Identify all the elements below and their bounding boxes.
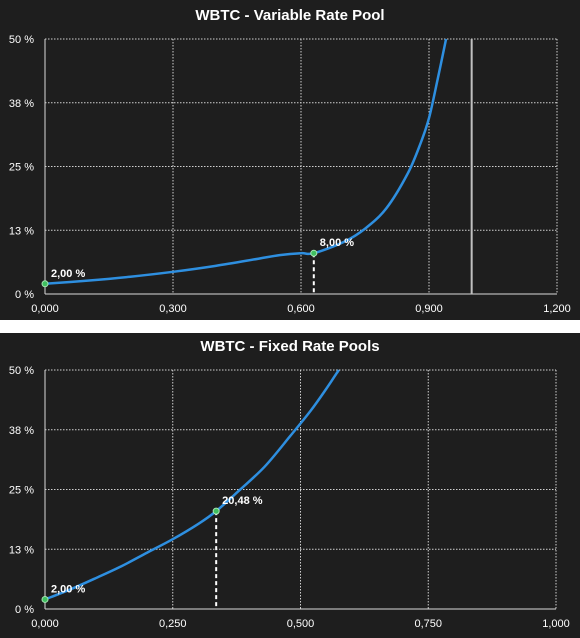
x-tick-label: 0,000 (31, 303, 59, 315)
data-point-label: 2,00 % (51, 583, 85, 595)
y-tick-label: 38 % (9, 425, 34, 437)
variable-rate-chart: WBTC - Variable Rate Pool 0 % 13 % 25 % 38 %… (9, 7, 571, 315)
y-tick-label: 38 % (9, 98, 34, 110)
rate-curve (44, 38, 448, 286)
x-tick-label: 0,900 (415, 303, 443, 315)
x-tick-label: 0,300 (159, 303, 187, 315)
y-tick-label: 0 % (15, 289, 34, 301)
x-tick-label: 1,000 (542, 618, 570, 630)
x-tick-label: 0,000 (31, 618, 59, 630)
x-tick-label: 0,250 (159, 618, 187, 630)
data-point-marker (41, 595, 49, 603)
fixed-rate-chart-panel: WBTC - Fixed Rate Pools 0 % 13 % 25 % 38 % 50… (0, 333, 580, 638)
data-point-marker (310, 249, 318, 257)
x-tick-label: 1,200 (543, 303, 571, 315)
y-tick-label: 25 % (9, 485, 34, 497)
rate-curve (44, 369, 340, 601)
y-tick-label: 25 % (9, 162, 34, 174)
y-tick-label: 13 % (9, 225, 34, 237)
data-point-marker (212, 507, 220, 515)
data-point-label: 2,00 % (51, 268, 85, 280)
data-point-marker (41, 280, 49, 288)
data-point-label: 8,00 % (320, 237, 354, 249)
x-tick-label: 0,500 (287, 618, 315, 630)
data-point-label: 20,48 % (222, 495, 263, 507)
y-tick-label: 0 % (15, 604, 34, 616)
y-tick-label: 13 % (9, 544, 34, 556)
chart-title: WBTC - Variable Rate Pool (195, 7, 384, 24)
x-tick-label: 0,750 (414, 618, 442, 630)
variable-rate-chart-panel: WBTC - Variable Rate Pool 0 % 13 % 25 % 38 %… (0, 0, 580, 320)
y-tick-label: 50 % (9, 34, 34, 46)
y-tick-label: 50 % (9, 365, 34, 377)
fixed-rate-chart: WBTC - Fixed Rate Pools 0 % 13 % 25 % 38 % 50… (9, 338, 570, 630)
chart-title: WBTC - Fixed Rate Pools (200, 338, 379, 355)
x-tick-label: 0,600 (287, 303, 315, 315)
